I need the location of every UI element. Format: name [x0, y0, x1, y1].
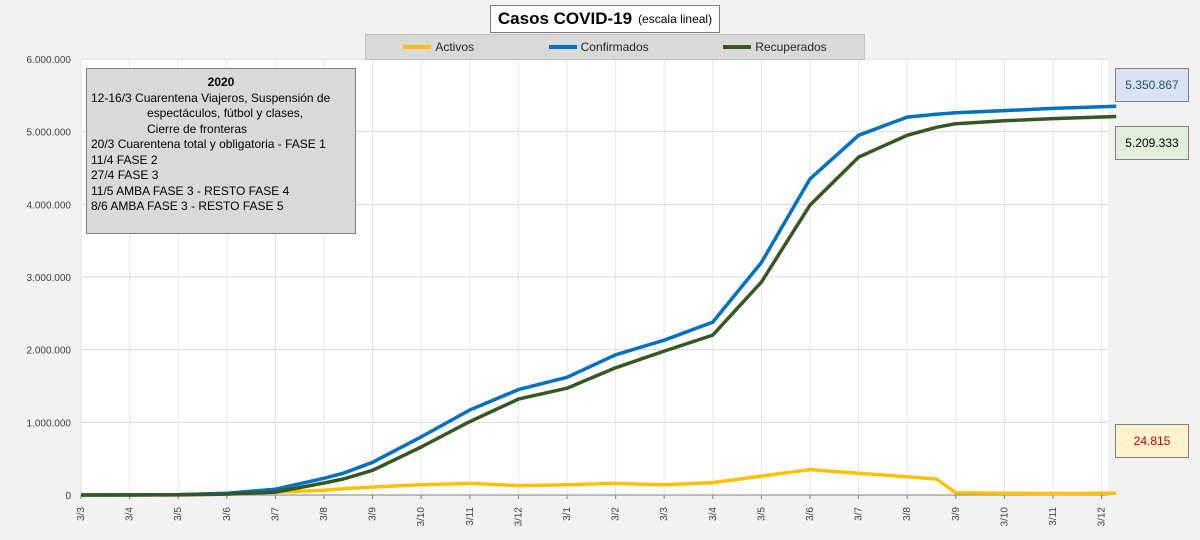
notes-line: espectáculos, fútbol y clases,	[147, 106, 304, 120]
y-tick-label: 0	[65, 491, 71, 502]
series-lines	[80, 104, 1117, 497]
activos-value-label: 24.815	[1115, 424, 1189, 458]
series-line-confirmados	[80, 104, 1117, 497]
legend-label-activos: Activos	[435, 40, 474, 54]
legend-label-recuperados: Recuperados	[755, 40, 827, 54]
x-tick-label: 3/7	[854, 507, 865, 521]
x-tick-label: 3/2	[611, 507, 622, 521]
x-tick-label: 3/10	[416, 507, 427, 527]
notes-line: 11/4 FASE 2	[91, 152, 158, 167]
notes-year: 2020	[207, 75, 235, 89]
notes-line: 20/3 Cuarentena total y obligatoria - FA…	[91, 137, 326, 151]
x-tick-label: 3/1	[562, 507, 573, 521]
legend-item-recuperados: Recuperados	[723, 40, 827, 54]
x-tick-label: 3/4	[125, 507, 136, 521]
x-tick-label: 3/5	[756, 507, 767, 521]
x-tick-label: 3/11	[465, 507, 476, 526]
x-tick-label: 3/10	[999, 507, 1010, 527]
y-tick-label: 5.000.000	[27, 128, 72, 139]
x-axis: 3/3 3/4 3/5 3/6 3/7 3/8 3/9 3/10 3/11 3/12 3/1 3/2 3…	[76, 494, 1108, 527]
notes-line: 27/4 FASE 3	[91, 168, 159, 182]
notes-lines: 12-16/3 Cuarentena Viajeros, Suspensión …	[91, 91, 351, 215]
chart-title: Casos COVID-19	[497, 9, 633, 28]
y-tick-label: 3.000.000	[27, 273, 72, 284]
notes-annotation: 2020 12-16/3 Cuarentena Viajeros, Suspen…	[86, 68, 356, 234]
y-axis: 0 1.000.000 2.000.000 3.000.000 4.000.000 5.0…	[27, 55, 72, 502]
y-tick-label: 4.000.000	[27, 200, 72, 211]
legend: Activos Confirmados Recuperados	[365, 34, 865, 60]
x-tick-label: 3/7	[270, 507, 281, 521]
chart-subtitle: (escala lineal)	[638, 12, 713, 26]
x-tick-label: 3/9	[368, 507, 379, 521]
legend-item-confirmados: Confirmados	[548, 40, 649, 54]
x-tick-label: 3/8	[319, 507, 330, 521]
legend-swatch-confirmados	[548, 45, 577, 49]
x-tick-label: 3/11	[1048, 507, 1059, 526]
x-tick-label: 3/6	[805, 507, 816, 521]
x-tick-label: 3/5	[173, 507, 184, 521]
legend-label-confirmados: Confirmados	[580, 40, 649, 54]
series-line-recuperados	[81, 114, 1117, 497]
x-tick-label: 3/3	[659, 507, 670, 521]
confirmados-value-label: 5.350.867	[1115, 68, 1189, 102]
notes-line: 12-16/3 Cuarentena Viajeros, Suspensión …	[91, 90, 331, 105]
x-tick-label: 3/8	[902, 507, 913, 521]
recuperados-value-label: 5.209.333	[1115, 126, 1189, 160]
y-tick-label: 6.000.000	[27, 55, 72, 66]
x-tick-label: 3/4	[708, 507, 719, 521]
chart-title-box: Casos COVID-19 (escala lineal)	[490, 5, 720, 33]
notes-line: 8/6 AMBA FASE 3 - RESTO FASE 5	[91, 199, 284, 213]
legend-swatch-recuperados	[723, 45, 752, 49]
legend-swatch-activos	[403, 45, 432, 49]
notes-line: 11/5 AMBA FASE 3 - RESTO FASE 4	[91, 183, 290, 198]
x-tick-label: 3/12	[1097, 507, 1108, 527]
legend-item-activos: Activos	[403, 40, 474, 54]
notes-line: Cierre de fronteras	[147, 121, 248, 136]
x-tick-label: 3/12	[513, 507, 524, 527]
x-tick-label: 3/6	[222, 507, 233, 521]
y-tick-label: 1.000.000	[27, 418, 72, 429]
y-tick-label: 2.000.000	[27, 346, 72, 357]
x-tick-label: 3/3	[76, 507, 87, 521]
x-tick-label: 3/9	[951, 507, 962, 521]
